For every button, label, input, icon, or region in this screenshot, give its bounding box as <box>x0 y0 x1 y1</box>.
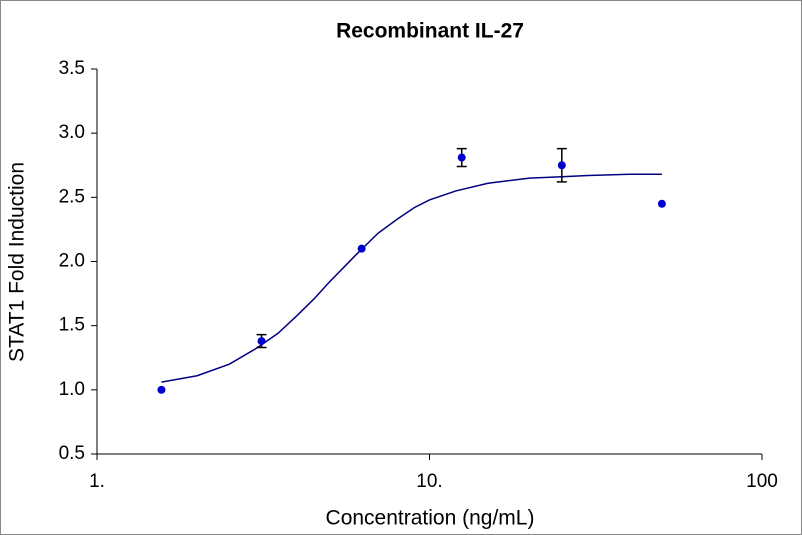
y-tick-label: 1.5 <box>59 315 85 336</box>
y-tick-label: 2.5 <box>59 186 85 207</box>
y-tick-label: 0.5 <box>59 443 85 464</box>
data-point <box>657 199 666 208</box>
x-tick-label: 100 <box>746 471 778 492</box>
chart-title: Recombinant IL-27 <box>336 20 524 43</box>
y-tick-label: 3.5 <box>59 58 85 79</box>
data-point <box>257 337 266 346</box>
y-axis-label: STAT1 Fold Induction <box>6 162 29 362</box>
data-point <box>157 385 166 394</box>
data-point <box>557 161 566 170</box>
x-tick-label: 10. <box>416 471 442 492</box>
y-tick-label: 3.0 <box>59 122 85 143</box>
data-point <box>457 153 466 162</box>
x-axis-label: Concentration (ng/mL) <box>326 507 535 530</box>
y-tick-label: 2.0 <box>59 251 85 272</box>
y-tick-label: 1.0 <box>59 379 85 400</box>
data-point <box>357 244 366 253</box>
x-tick-label: 1. <box>89 471 105 492</box>
